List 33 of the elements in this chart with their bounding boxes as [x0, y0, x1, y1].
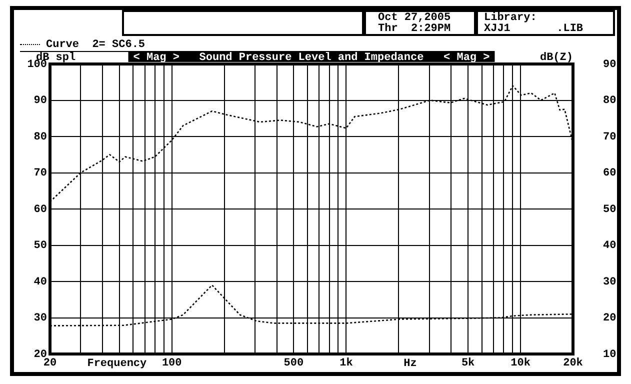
- y-tick-label: 70: [34, 168, 47, 180]
- text: Library:: [484, 12, 537, 24]
- legend-label: Curve 2= SC6.5: [20, 39, 146, 52]
- y-tick-label: 80: [34, 131, 47, 144]
- y-tick-label: 90: [34, 95, 47, 108]
- y2-tick-label: 20: [603, 312, 616, 325]
- x-axis-title: Frequency: [87, 358, 148, 370]
- y-tick-label: 60: [34, 204, 47, 216]
- y-tick-label: 50: [34, 240, 47, 252]
- x-tick-label: 20k: [563, 357, 584, 370]
- x-tick-label: 5k: [461, 357, 476, 370]
- y2-tick-label: 30: [603, 276, 616, 288]
- x-tick-label: 500: [284, 357, 304, 370]
- chart-title: < Mag > Sound Pressure Level and Impedance < Mag >: [133, 52, 490, 64]
- text: Thr 2:29PM: [378, 23, 451, 35]
- y-tick-label: 100: [27, 58, 47, 71]
- x-tick-label: 20: [43, 357, 57, 370]
- x-tick-label: 100: [162, 357, 182, 370]
- text: Oct 27,2005: [378, 12, 451, 24]
- y2-tick-label: 10: [603, 348, 616, 361]
- y2-axis-title: dB(Z): [540, 52, 573, 64]
- y2-tick-label: 90: [603, 58, 616, 71]
- y2-tick-label: 80: [603, 95, 616, 108]
- x-tick-label: 1k: [340, 357, 354, 370]
- x-tick-label: 10k: [510, 357, 531, 370]
- y-tick-label: 40: [34, 276, 47, 288]
- y-tick-label: 30: [34, 312, 47, 325]
- y2-tick-label: 60: [603, 168, 616, 180]
- y2-tick-label: 50: [603, 204, 616, 216]
- y2-tick-label: 70: [603, 131, 616, 144]
- text: XJJ1 .LIB: [484, 23, 584, 35]
- y2-tick-label: 40: [603, 240, 616, 252]
- text: Hz: [404, 358, 417, 370]
